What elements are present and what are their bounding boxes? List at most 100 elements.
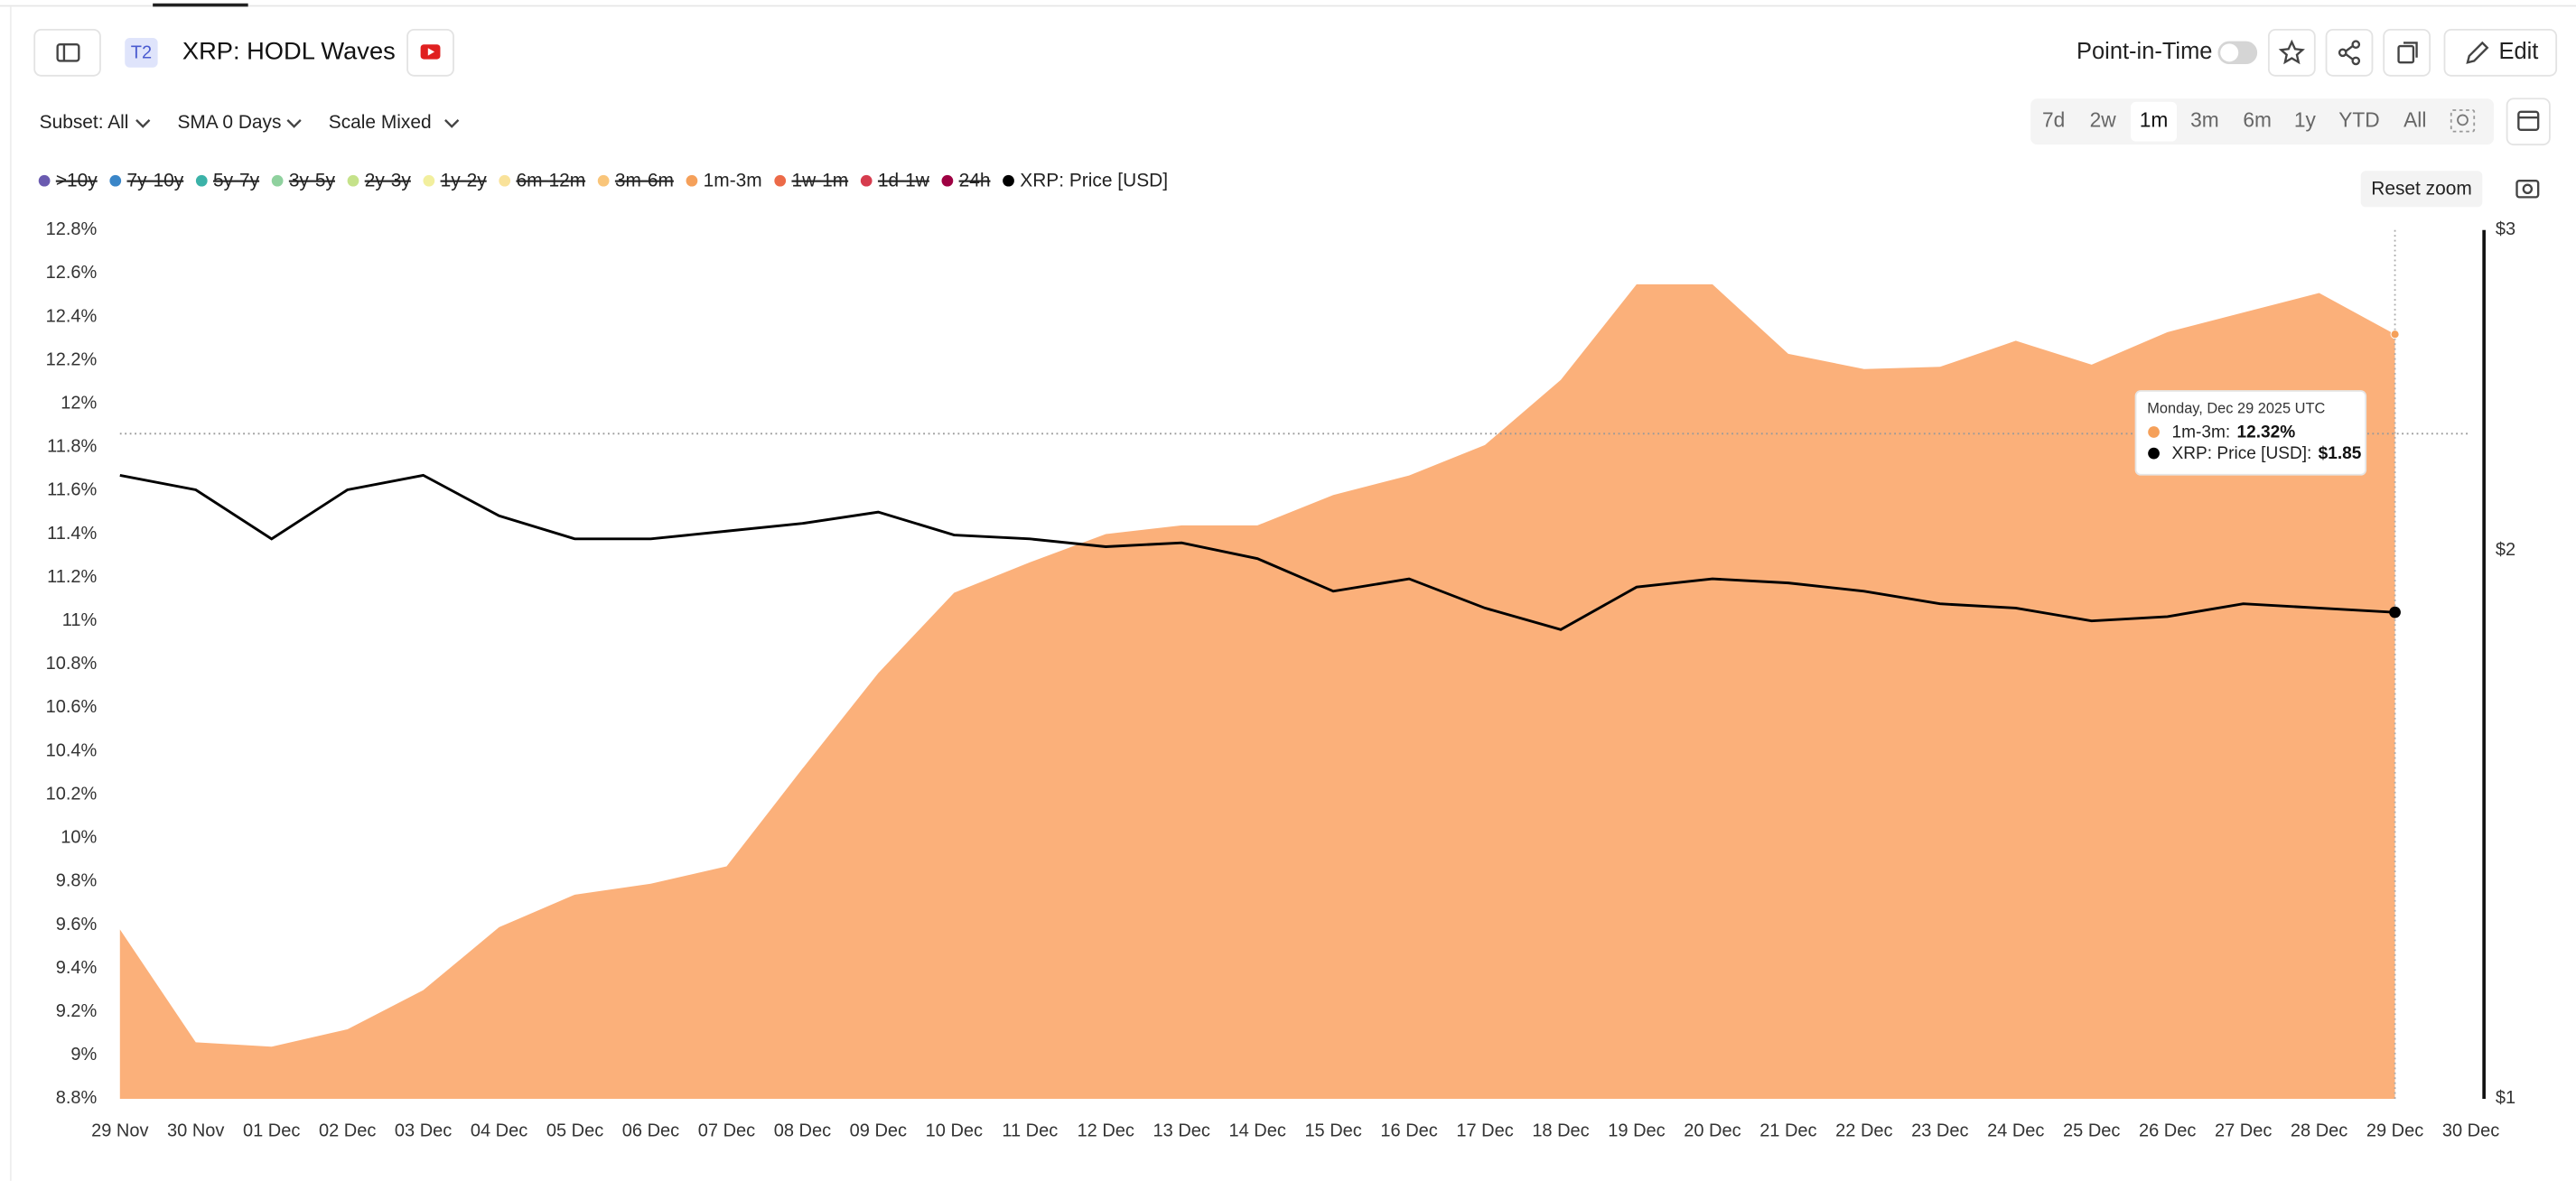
range-button[interactable]: 1y [2294,108,2317,132]
tier-badge [125,37,158,68]
range-button[interactable]: 1m [2131,101,2178,142]
x-tick-label: 07 Dec [698,1121,755,1141]
range-button[interactable]: 7d [2042,108,2065,132]
range-active-bg [2131,101,2178,142]
tooltip-swatch [2148,426,2160,438]
legend-item[interactable]: 1m-3m [686,171,762,191]
range-button[interactable]: 2w [2090,108,2117,132]
legend-item[interactable]: 3m-6m [597,171,674,191]
scale-label: Scale Mixed [329,112,432,133]
legend-item[interactable]: 1y-2y [423,171,487,191]
legend-item[interactable]: 5y-7y [195,171,260,191]
x-tick-label: 27 Dec [2215,1121,2272,1141]
legend-swatch [271,174,284,187]
sma-dropdown[interactable]: SMA 0 Days [177,112,302,133]
x-tick-label: 20 Dec [1684,1121,1741,1141]
subset-label: Subset: All [40,112,129,133]
y-tick-label: 11.4% [47,524,97,544]
x-tick-label: 13 Dec [1153,1121,1210,1141]
zoom-select-button[interactable] [2450,109,2476,133]
youtube-button[interactable] [406,28,454,77]
y-tick-label: 8.8% [56,1088,98,1108]
tooltip-title: Monday, Dec 29 2025 UTC [2147,400,2325,416]
range-button[interactable]: 6m [2243,108,2272,132]
y-tick-label: 9.8% [56,871,98,891]
legend-item[interactable]: >10y [38,171,98,191]
sma-label: SMA 0 Days [177,112,281,133]
range-label: 6m [2243,108,2272,132]
y-tick-label: 10.6% [46,697,98,717]
x-tick-label: 15 Dec [1304,1121,1361,1141]
favorite-button[interactable] [2267,28,2316,77]
legend-label: 7y-10y [127,171,184,191]
legend-label: 3y-5y [289,171,336,191]
range-label: 1y [2294,108,2317,132]
legend-swatch [774,174,787,187]
camera-button[interactable] [2515,180,2540,199]
share-button[interactable] [2325,28,2374,77]
range-label: 1m [2140,108,2169,132]
y-tick-label: 11.2% [47,567,97,587]
legend-item[interactable]: 7y-10y [109,171,184,191]
copy-button[interactable] [2383,28,2431,77]
range-label: All [2403,108,2426,132]
x-tick-label: 10 Dec [926,1121,983,1141]
x-tick-label: 29 Nov [91,1121,148,1141]
legend-label: 6m-12m [516,171,585,191]
legend-item[interactable]: 1w-1m [774,171,848,191]
range-label: 3m [2190,108,2219,132]
legend-item[interactable]: 2y-3y [347,171,412,191]
legend-item[interactable]: 3y-5y [271,171,336,191]
x-tick-label: 24 Dec [1987,1121,2044,1141]
legend-label: >10y [56,171,98,191]
y-tick-label: 9% [70,1045,97,1065]
legend-swatch [597,174,610,187]
legend-item[interactable]: 1d-1w [860,171,930,191]
legend-swatch [686,174,698,187]
legend-item[interactable]: 24h [941,171,991,191]
y-tick-label: 11.8% [47,437,97,457]
point-in-time-toggle[interactable] [2217,41,2258,65]
range-button[interactable]: All [2403,108,2426,132]
edit-label: Edit [2499,39,2539,64]
tooltip-label: 1m-3m: [2172,423,2231,442]
sidebar-button[interactable] [33,28,101,77]
subset-dropdown[interactable]: Subset: All [40,112,151,133]
legend-label: 1w-1m [791,171,848,191]
y-tick-label: 12% [61,393,97,413]
x-tick-label: 18 Dec [1532,1121,1589,1141]
x-tick-label: 21 Dec [1759,1121,1816,1141]
x-tick-label: 05 Dec [546,1121,603,1141]
x-tick-label: 12 Dec [1078,1121,1134,1141]
x-tick-label: 06 Dec [622,1121,679,1141]
y-tick-label: 10.4% [46,740,98,760]
legend-item[interactable]: XRP: Price [USD] [1003,171,1168,191]
y-tick-label: 9.6% [56,915,98,935]
range-label: 2w [2090,108,2117,132]
legend-swatch [860,174,873,187]
legend-swatch [38,174,51,187]
tooltip-label: XRP: Price [USD]: [2172,444,2312,463]
tooltip-value: 12.32% [2237,423,2296,442]
edit-button[interactable]: Edit [2443,28,2558,77]
scale-dropdown[interactable]: Scale Mixed [329,112,460,133]
point-in-time-label: Point-in-Time [2077,39,2212,64]
y2-tick-label: $1 [2496,1088,2515,1108]
x-tick-label: 19 Dec [1608,1121,1665,1141]
legend-swatch [347,174,359,187]
range-button[interactable]: 3m [2190,108,2219,132]
price-line [119,473,2395,631]
x-tick-label: 17 Dec [1456,1121,1513,1141]
x-tick-label: 03 Dec [395,1121,452,1141]
y-tick-label: 10% [61,828,97,848]
range-button[interactable]: YTD [2338,108,2379,132]
y-tick-label: 11.6% [47,480,97,500]
legend-label: 1y-2y [441,171,488,191]
reset-zoom-button[interactable]: Reset zoom [2360,171,2483,208]
y-tick-label: 11% [62,610,98,630]
x-tick-label: 08 Dec [774,1121,831,1141]
calendar-button[interactable] [2506,98,2551,146]
page-title: XRP: HODL Waves [182,37,396,65]
legend-item[interactable]: 6m-12m [499,171,585,191]
